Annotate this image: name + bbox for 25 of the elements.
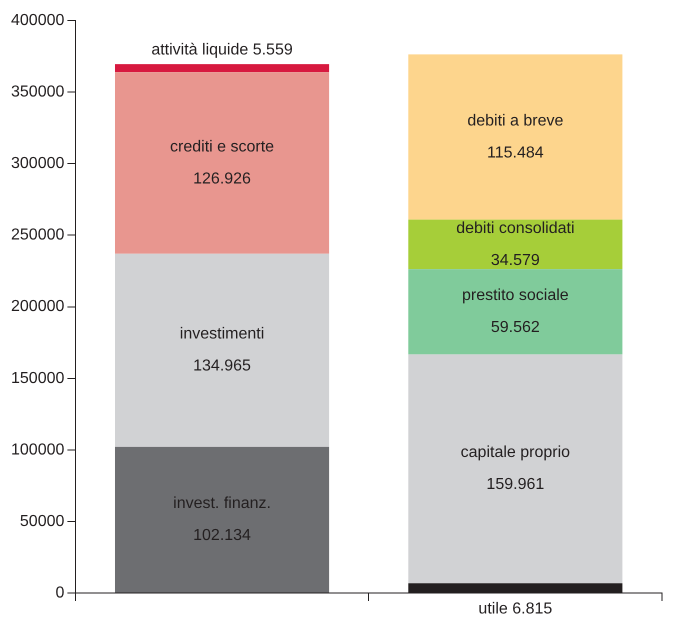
y-tick-label: 200000 [11, 298, 64, 316]
y-tick-label: 250000 [11, 226, 64, 244]
series-label: investimenti [180, 326, 264, 343]
y-tick-label: 150000 [11, 370, 64, 387]
data-label: 126.926 [193, 170, 252, 188]
series-label: debiti consolidati [456, 220, 574, 237]
text: attività liquide 5.559 [151, 42, 293, 59]
data-label: 59.562 [490, 319, 540, 336]
data-label: 115.484 [487, 144, 544, 162]
y-tick-label: 50000 [20, 512, 64, 530]
data-label: 134.965 [193, 358, 252, 375]
data-label: 159.961 [486, 476, 544, 494]
y-tick-label: 350000 [11, 84, 64, 101]
data-label: 102.134 [193, 527, 252, 544]
y-tick-label: 400000 [11, 12, 64, 30]
y-tick-label: 0 [55, 584, 64, 602]
text: utile 6.815 [478, 600, 552, 618]
series-label: capitale proprio [460, 444, 570, 462]
series-label: invest. finanz. [173, 495, 271, 512]
data-label: 34.579 [490, 252, 540, 269]
y-tick-label: 300000 [11, 155, 64, 172]
series-label: crediti e scorte [170, 138, 274, 156]
series-label: debiti a breve [467, 112, 564, 130]
y-tick-label: 100000 [11, 441, 64, 458]
series-label: prestito sociale [462, 287, 569, 304]
